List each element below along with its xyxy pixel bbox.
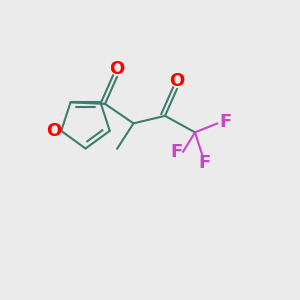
Text: F: F xyxy=(219,113,231,131)
Text: O: O xyxy=(169,72,184,90)
Text: O: O xyxy=(110,60,124,78)
Text: O: O xyxy=(46,122,62,140)
Text: F: F xyxy=(170,143,182,161)
Text: F: F xyxy=(198,154,210,172)
